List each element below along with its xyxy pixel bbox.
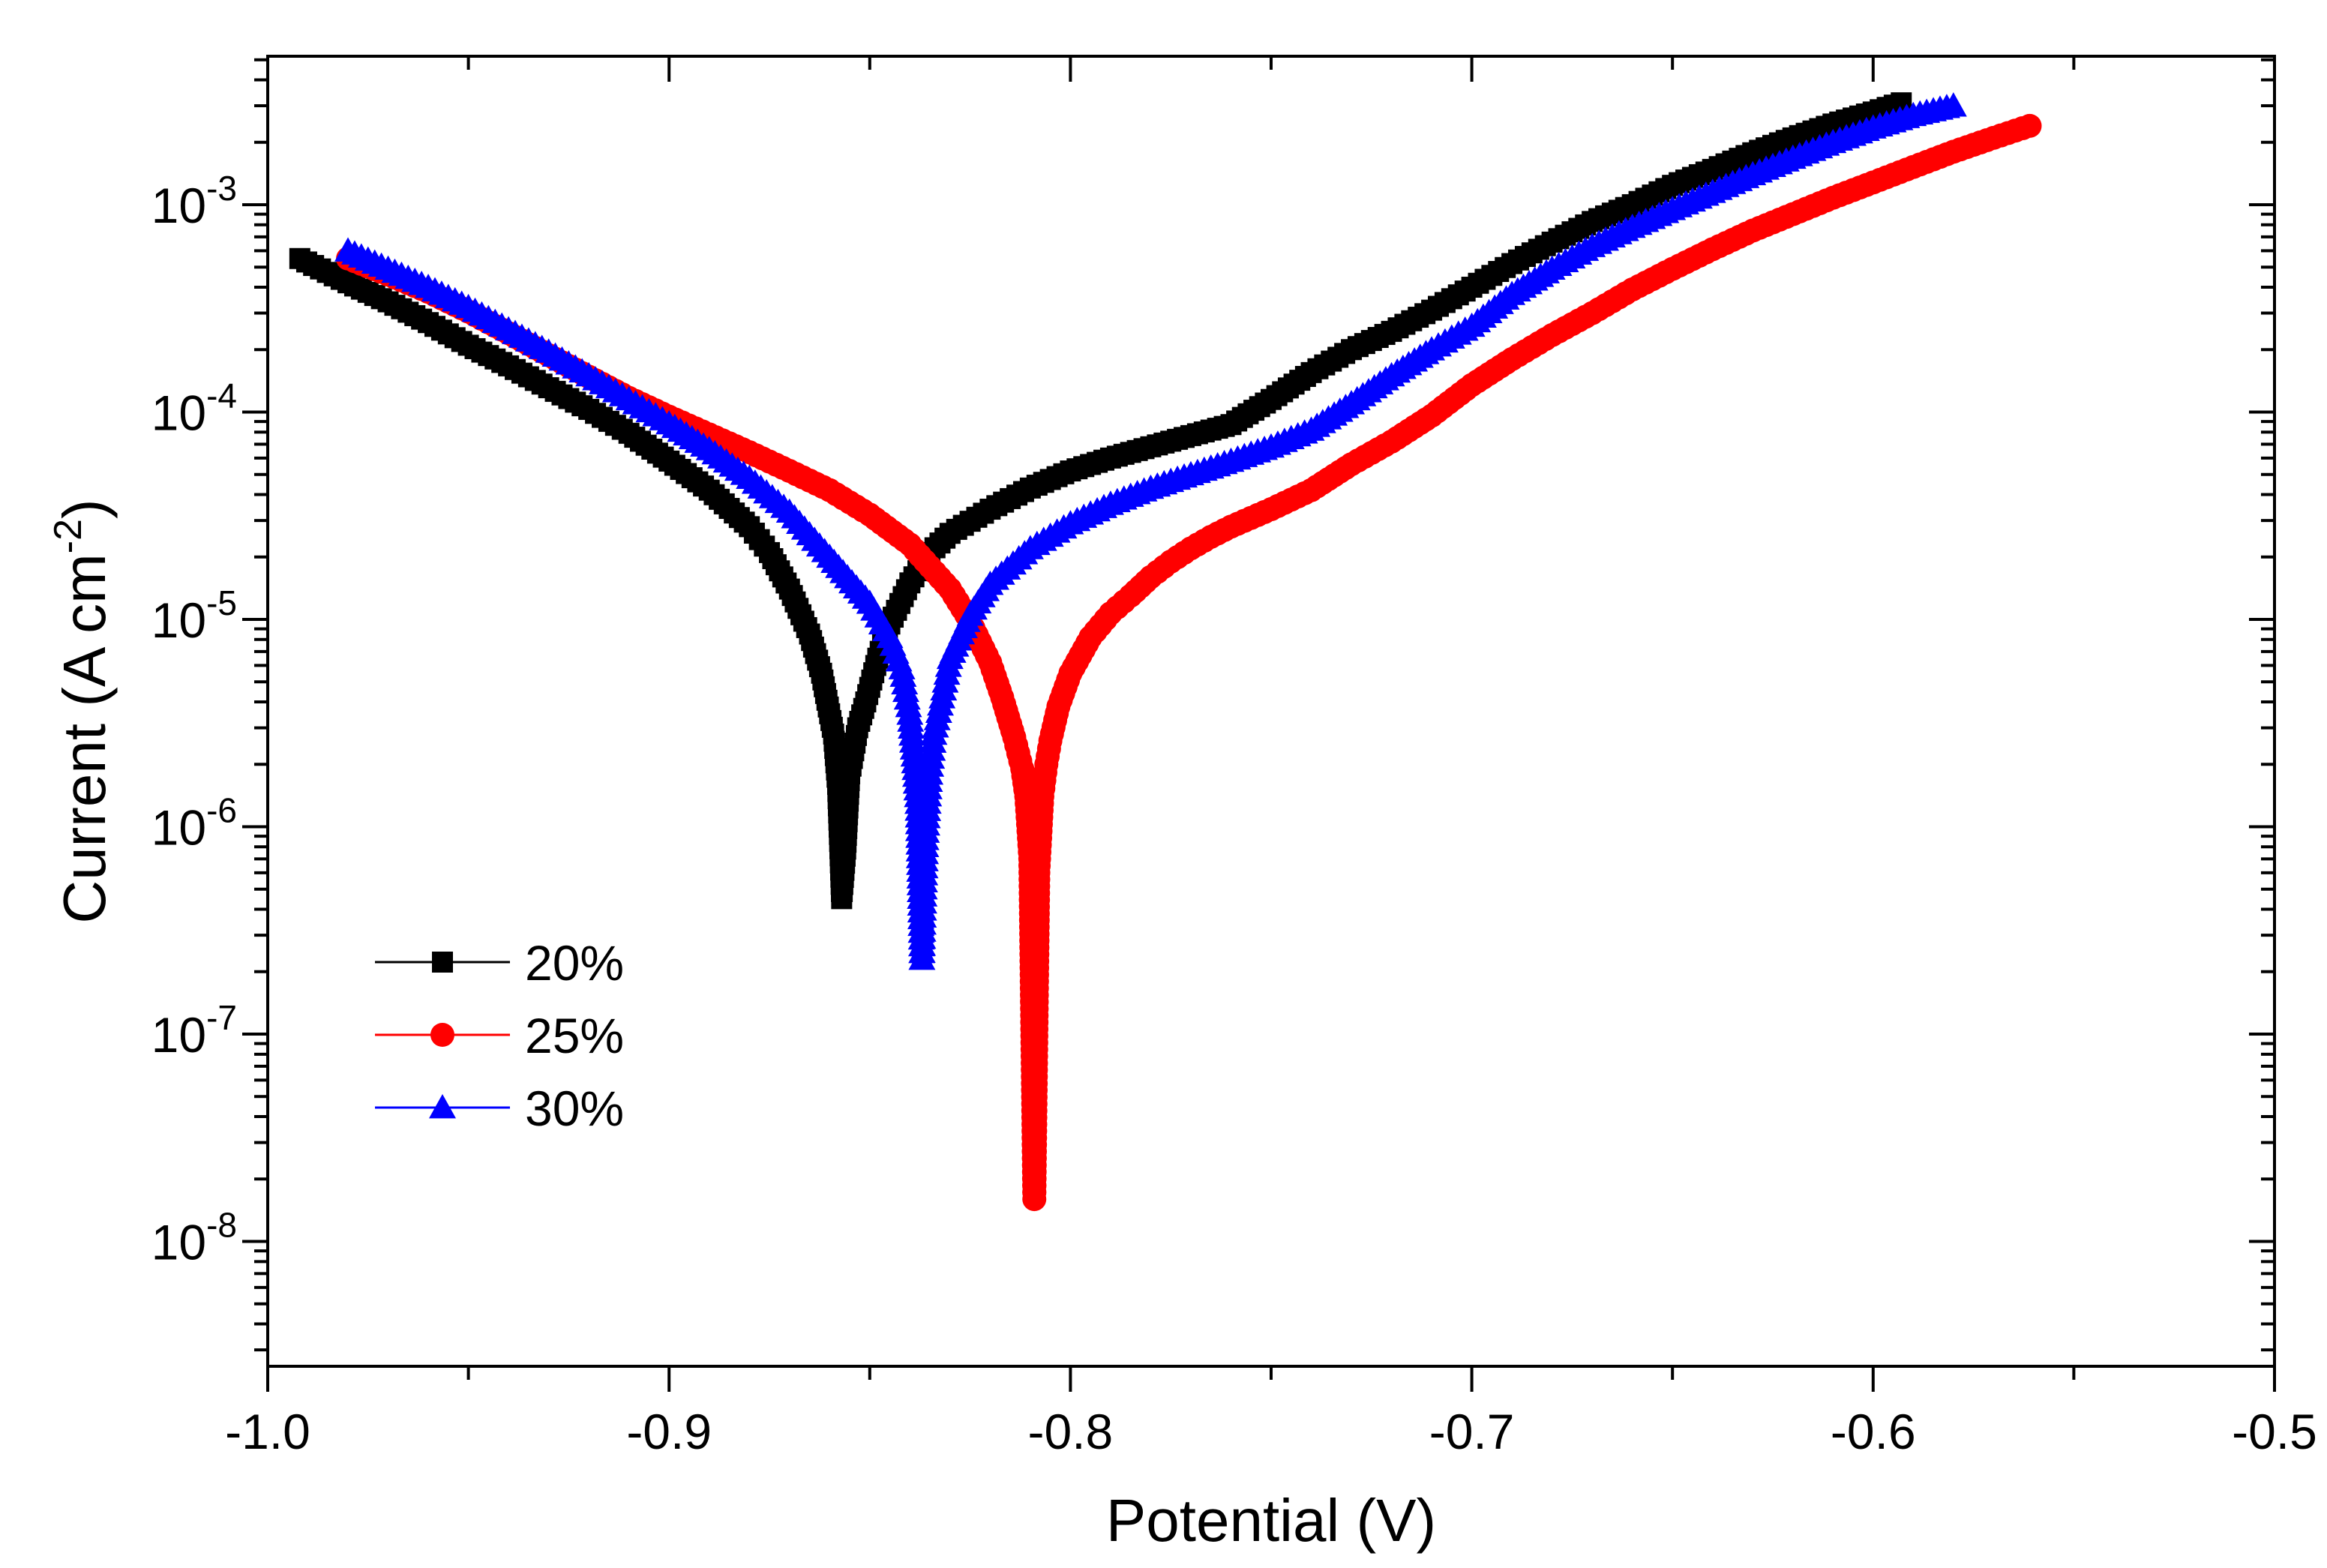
legend-marker [432, 952, 453, 973]
legend-item: 30% [375, 1081, 624, 1136]
y-tick-label: 10-4 [151, 376, 237, 440]
legend-label: 25% [525, 1008, 624, 1063]
legend-item: 20% [375, 935, 624, 991]
legend-label: 20% [525, 935, 624, 991]
y-tick-label-base: 10 [151, 1007, 206, 1063]
y-axis-title-superscript: -2 [46, 519, 90, 553]
y-tick-label-exponent: -3 [206, 169, 237, 208]
y-tick-label-base: 10 [151, 1215, 206, 1270]
y-tick-label-exponent: -8 [206, 1206, 237, 1245]
x-tick-label: -0.5 [2232, 1404, 2317, 1459]
x-tick-label: -0.6 [1831, 1404, 1916, 1459]
y-tick-label-exponent: -7 [206, 998, 237, 1037]
x-axis-title: Potential (V) [1106, 1487, 1436, 1554]
series-30pct [334, 92, 1967, 970]
y-tick-label-exponent: -6 [206, 791, 237, 830]
series-line [347, 104, 1954, 960]
y-tick-label-base: 10 [151, 385, 206, 440]
plot-frame [266, 55, 2276, 1368]
y-tick-label-exponent: -4 [206, 376, 237, 415]
y-tick-label-base: 10 [151, 800, 206, 856]
legend-label: 30% [525, 1081, 624, 1136]
y-axis-title-close: ) [51, 499, 118, 519]
y-tick-label: 10-3 [151, 169, 237, 233]
y-axis-title-main: Current (A cm [51, 553, 118, 923]
y-tick-label-exponent: -5 [206, 583, 237, 622]
y-tick-label-base: 10 [151, 178, 206, 233]
y-tick-label-base: 10 [151, 592, 206, 648]
legend: 20% 25% 30% [375, 935, 624, 1136]
x-tick-label: -0.7 [1429, 1404, 1515, 1459]
y-tick-label: 10-6 [151, 791, 237, 856]
x-tick-label: -1.0 [225, 1404, 310, 1459]
data-point [2017, 113, 2042, 138]
x-tick-label: -0.8 [1028, 1404, 1114, 1459]
y-axis-title: Current (A cm-2) [46, 499, 118, 923]
y-tick-label: 10-7 [151, 998, 237, 1063]
legend-marker [430, 1023, 454, 1047]
legend-marker [429, 1094, 456, 1119]
y-tick-label: 10-8 [151, 1206, 237, 1270]
y-tick-label: 10-5 [151, 583, 237, 648]
legend-item: 25% [375, 1008, 624, 1063]
x-tick-label: -0.9 [626, 1404, 712, 1459]
data-point [1939, 92, 1967, 117]
